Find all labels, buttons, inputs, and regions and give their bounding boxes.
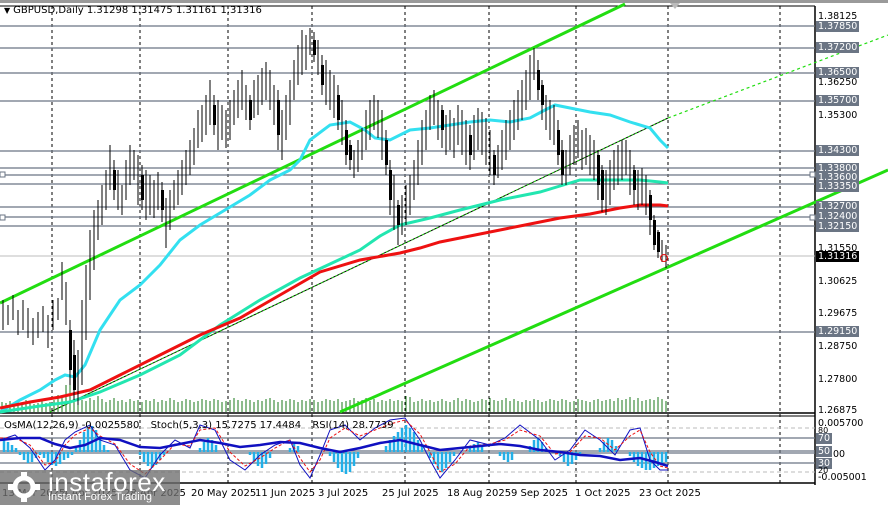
price-tick: 1.36250 — [818, 77, 858, 88]
date-label: 11 Jun 2025 — [255, 488, 316, 499]
level-label: 1.33800 — [816, 163, 860, 174]
support-resistance-levels — [0, 25, 815, 333]
osma-max: 0.005700 — [818, 418, 864, 429]
level-label: 1.34300 — [816, 145, 860, 156]
price-tick: 1.35300 — [818, 110, 858, 121]
candle-bodies — [69, 40, 660, 390]
level-label: 1.35700 — [816, 95, 860, 106]
candlesticks — [2, 28, 667, 405]
current-price-label: 1.31316 — [816, 251, 860, 262]
osma-label: OsMA(12,26,9) -0.0025580 — [4, 420, 140, 431]
stoch-label: Stoch(5,3,3) 15.7275 17.4484 — [150, 420, 302, 431]
level-label: 1.36500 — [816, 67, 860, 78]
trend-channel — [0, 2, 888, 414]
price-tick: 1.30625 — [818, 276, 858, 287]
osma-min: -0.005001 — [818, 472, 867, 483]
indicator-legend: OsMA(12,26,9) -0.0025580 Stoch(5,3,3) 15… — [4, 420, 402, 431]
ema50-line — [0, 103, 670, 414]
date-label: 20 May 2025 — [191, 488, 257, 499]
ema200-line — [0, 203, 669, 410]
gear-logo-icon — [8, 472, 40, 502]
window-top-border — [0, 0, 888, 3]
chart-title: ▼ GBPUSD,Daily 1.31298 1.31475 1.31161 1.… — [4, 5, 262, 16]
level-label: 1.33350 — [816, 181, 860, 192]
open-price: 1.31298 — [86, 5, 129, 16]
symbol-timeframe: GBPUSD,Daily — [13, 5, 84, 16]
high-price: 1.31475 — [131, 5, 173, 16]
level-80: 80 — [818, 426, 829, 435]
level-50: 50 — [816, 446, 833, 457]
osma-zero: 00 — [833, 449, 846, 460]
level-label: 1.29150 — [816, 326, 860, 337]
stoch-main-line — [0, 417, 668, 479]
trend-line — [49, 117, 669, 413]
level-label: 1.32700 — [816, 201, 860, 212]
brand-name: instaforex — [48, 467, 166, 497]
rsi-line — [0, 436, 669, 468]
level-20: 20 — [818, 466, 829, 475]
level-label: 1.32150 — [816, 221, 860, 232]
price-tick: 1.27800 — [818, 374, 858, 385]
shift-marker-icon — [670, 3, 680, 9]
close-price: 1.31316 — [220, 5, 262, 16]
date-label: 18 Aug 2025 — [447, 488, 512, 499]
rsi-label: RSI(14) 28.7739 — [312, 420, 394, 431]
date-label: 23 Oct 2025 — [639, 488, 701, 499]
ema144-line — [0, 178, 669, 414]
oscillator-levels — [0, 427, 815, 473]
price-tick: 1.26875 — [818, 405, 858, 416]
level-70: 70 — [816, 433, 833, 444]
level-label: 1.37200 — [816, 42, 860, 53]
level-label: 1.37850 — [816, 21, 860, 32]
level-30: 30 — [816, 458, 833, 469]
instaforex-logo: instaforex Instant Forex Trading — [0, 467, 180, 505]
low-price: 1.31161 — [175, 5, 218, 16]
date-label: 25 Jul 2025 — [382, 488, 439, 499]
price-tick: 1.28750 — [818, 341, 858, 352]
level-label: 1.32400 — [816, 211, 860, 222]
brand-tagline: Instant Forex Trading — [48, 491, 152, 503]
price-tick: 1.31550 — [818, 243, 858, 254]
date-label: 1 Oct 2025 — [575, 488, 631, 499]
last-price-marker — [660, 254, 668, 262]
price-tick: 1.38125 — [818, 11, 858, 22]
date-label: 3 Jul 2025 — [318, 488, 369, 499]
collapse-arrow-icon[interactable]: ▼ — [4, 6, 11, 15]
level-label: 1.33600 — [816, 172, 860, 183]
price-tick: 1.29675 — [818, 308, 858, 319]
period-separators — [51, 6, 781, 483]
date-label: 9 Sep 2025 — [511, 488, 569, 499]
